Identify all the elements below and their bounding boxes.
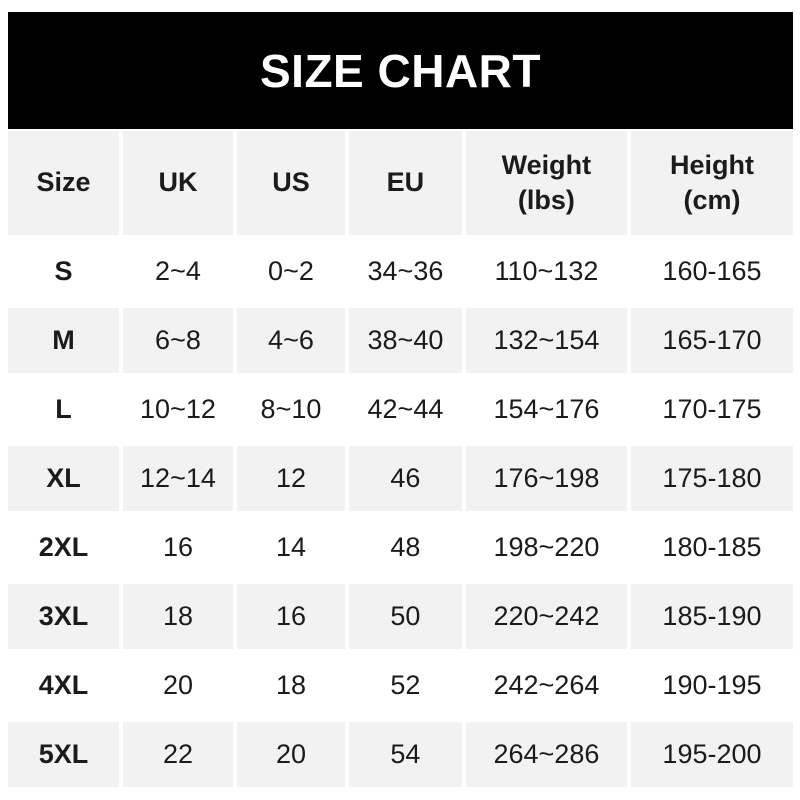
table-cell: 50: [348, 584, 462, 649]
table-cell: 264~286: [465, 722, 627, 787]
size-label: L: [8, 377, 119, 442]
table-cell: 18: [236, 653, 345, 718]
table-cell: 190-195: [630, 653, 793, 718]
table-cell: 12: [236, 446, 345, 511]
size-table: Size UK US EU Weight (lbs) Height (cm) S 2…: [8, 131, 793, 787]
table-row-xl: XL 12~14 12 46 176~198 175-180: [8, 446, 793, 511]
table-cell: 34~36: [348, 239, 462, 304]
table-cell: 22: [122, 722, 233, 787]
table-cell: 10~12: [122, 377, 233, 442]
table-cell: 14: [236, 515, 345, 580]
column-header-eu: EU: [348, 131, 462, 235]
table-cell: 8~10: [236, 377, 345, 442]
table-cell: 16: [122, 515, 233, 580]
table-row-4xl: 4XL 20 18 52 242~264 190-195: [8, 653, 793, 718]
table-cell: 180-185: [630, 515, 793, 580]
table-cell: 185-190: [630, 584, 793, 649]
table-cell: 46: [348, 446, 462, 511]
table-cell: 132~154: [465, 308, 627, 373]
table-cell: 160-165: [630, 239, 793, 304]
size-label: XL: [8, 446, 119, 511]
table-cell: 2~4: [122, 239, 233, 304]
table-cell: 220~242: [465, 584, 627, 649]
table-cell: 175-180: [630, 446, 793, 511]
table-cell: 38~40: [348, 308, 462, 373]
table-cell: 154~176: [465, 377, 627, 442]
size-label: 2XL: [8, 515, 119, 580]
size-label: 5XL: [8, 722, 119, 787]
column-header-us: US: [236, 131, 345, 235]
column-header-height: Height (cm): [630, 131, 793, 235]
table-cell: 198~220: [465, 515, 627, 580]
table-row-5xl: 5XL 22 20 54 264~286 195-200: [8, 722, 793, 787]
size-label: 4XL: [8, 653, 119, 718]
table-cell: 42~44: [348, 377, 462, 442]
size-label: S: [8, 239, 119, 304]
page-title: SIZE CHART: [260, 44, 541, 97]
table-cell: 0~2: [236, 239, 345, 304]
table-cell: 6~8: [122, 308, 233, 373]
banner: SIZE CHART: [8, 12, 793, 129]
table-row-l: L 10~12 8~10 42~44 154~176 170-175: [8, 377, 793, 442]
table-row-m: M 6~8 4~6 38~40 132~154 165-170: [8, 308, 793, 373]
column-header-weight: Weight (lbs): [465, 131, 627, 235]
table-row-2xl: 2XL 16 14 48 198~220 180-185: [8, 515, 793, 580]
table-cell: 242~264: [465, 653, 627, 718]
table-cell: 195-200: [630, 722, 793, 787]
table-cell: 48: [348, 515, 462, 580]
table-cell: 54: [348, 722, 462, 787]
table-cell: 16: [236, 584, 345, 649]
table-cell: 18: [122, 584, 233, 649]
table-cell: 176~198: [465, 446, 627, 511]
table-cell: 110~132: [465, 239, 627, 304]
size-label: 3XL: [8, 584, 119, 649]
table-row-s: S 2~4 0~2 34~36 110~132 160-165: [8, 239, 793, 304]
table-row-3xl: 3XL 18 16 50 220~242 185-190: [8, 584, 793, 649]
column-header-size: Size: [8, 131, 119, 235]
table-cell: 12~14: [122, 446, 233, 511]
table-cell: 4~6: [236, 308, 345, 373]
table-cell: 20: [122, 653, 233, 718]
column-header-uk: UK: [122, 131, 233, 235]
table-cell: 20: [236, 722, 345, 787]
table-cell: 170-175: [630, 377, 793, 442]
table-cell: 165-170: [630, 308, 793, 373]
table-header-row: Size UK US EU Weight (lbs) Height (cm): [8, 131, 793, 235]
table-cell: 52: [348, 653, 462, 718]
size-label: M: [8, 308, 119, 373]
